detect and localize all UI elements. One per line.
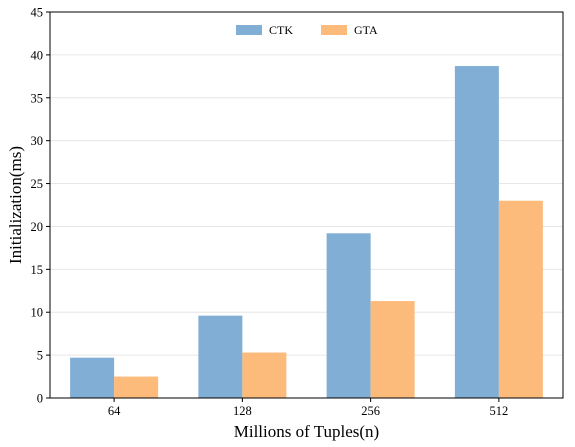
x-tick-label: 64 bbox=[108, 404, 121, 418]
y-tick-label: 35 bbox=[31, 91, 44, 105]
legend-label-gta: GTA bbox=[354, 23, 378, 37]
plot-frame bbox=[49, 11, 564, 399]
y-axis-ticks: 0 5 10 15 20 25 30 35 40 45 bbox=[31, 6, 50, 406]
x-axis-ticks: 64 128 256 512 bbox=[108, 398, 508, 418]
bar-ctk-512 bbox=[454, 66, 499, 398]
y-axis-title: Initialization(ms) bbox=[6, 146, 25, 264]
bar-gta-128 bbox=[242, 352, 287, 398]
bar-gta-64 bbox=[114, 376, 159, 398]
bars bbox=[70, 66, 543, 398]
y-tick-label: 45 bbox=[31, 6, 44, 20]
x-tick-label: 512 bbox=[490, 404, 509, 418]
y-tick-label: 15 bbox=[31, 263, 44, 277]
grid-lines bbox=[50, 54, 563, 356]
bar-gta-512 bbox=[498, 200, 543, 398]
bar-ctk-256 bbox=[326, 233, 371, 398]
bar-ctk-64 bbox=[70, 357, 115, 398]
x-tick-label: 128 bbox=[233, 404, 252, 418]
legend: CTK GTA bbox=[236, 23, 378, 37]
y-tick-label: 0 bbox=[37, 392, 43, 406]
y-tick-label: 40 bbox=[31, 48, 44, 62]
legend-swatch-ctk bbox=[236, 25, 262, 35]
y-tick-label: 10 bbox=[31, 306, 44, 320]
legend-label-ctk: CTK bbox=[269, 23, 293, 37]
bar-gta-256 bbox=[370, 301, 415, 398]
x-tick-label: 256 bbox=[361, 404, 380, 418]
y-tick-label: 5 bbox=[37, 349, 43, 363]
bar-ctk-128 bbox=[198, 315, 243, 398]
y-tick-label: 30 bbox=[31, 134, 44, 148]
y-tick-label: 20 bbox=[31, 220, 44, 234]
y-tick-label: 25 bbox=[31, 177, 44, 191]
legend-swatch-gta bbox=[321, 25, 347, 35]
x-axis-title: Millions of Tuples(n) bbox=[234, 422, 379, 441]
